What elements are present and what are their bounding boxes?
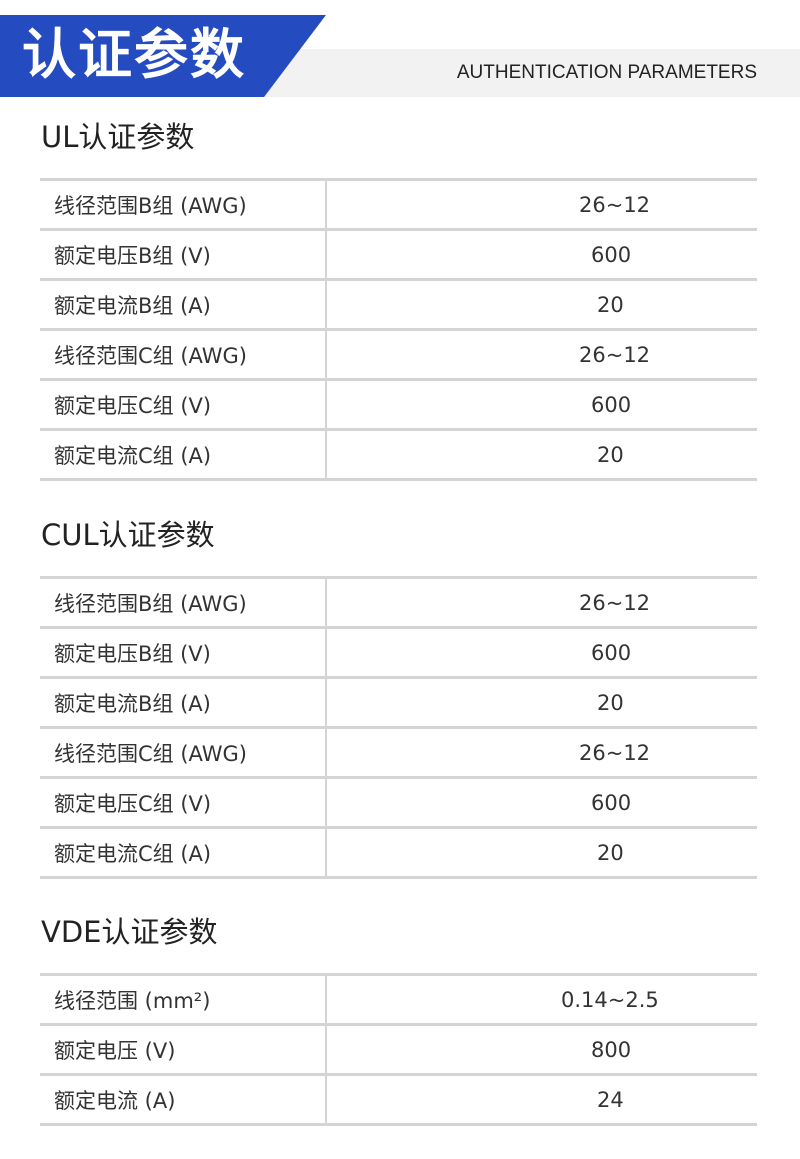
param-label: 额定电压 (V) xyxy=(40,1024,327,1076)
param-value: 0.14~2.5 xyxy=(326,974,757,1026)
table-row: 额定电流C组 (A) 20 xyxy=(40,827,757,879)
param-value: 26~12 xyxy=(326,329,757,381)
table-row: 线径范围B组 (AWG) 26~12 xyxy=(40,179,757,231)
param-label: 额定电压C组 (V) xyxy=(40,379,327,431)
param-label: 线径范围C组 (AWG) xyxy=(40,727,327,779)
param-value: 20 xyxy=(326,279,757,331)
table-row: 额定电流 (A) 24 xyxy=(40,1074,757,1126)
param-value: 26~12 xyxy=(326,179,757,231)
param-label: 额定电流 (A) xyxy=(40,1074,327,1126)
page-subtitle: AUTHENTICATION PARAMETERS xyxy=(456,62,757,83)
table-row: 额定电流C组 (A) 20 xyxy=(40,429,757,481)
param-label: 线径范围C组 (AWG) xyxy=(40,329,327,381)
table-row: 额定电压B组 (V) 600 xyxy=(40,627,757,679)
section-title: CUL认证参数 xyxy=(41,518,215,552)
param-table: 线径范围 (mm²) 0.14~2.5 额定电压 (V) 800 额定电流 (A) 24 xyxy=(40,973,757,1126)
table-row: 额定电压C组 (V) 600 xyxy=(40,379,757,431)
param-label: 额定电压C组 (V) xyxy=(40,777,327,829)
param-label: 额定电流B组 (A) xyxy=(40,279,327,331)
section-title: UL认证参数 xyxy=(41,120,195,154)
table-row: 额定电压B组 (V) 600 xyxy=(40,229,757,281)
param-label: 额定电流B组 (A) xyxy=(40,677,327,729)
param-label: 线径范围B组 (AWG) xyxy=(40,577,327,629)
table-row: 线径范围B组 (AWG) 26~12 xyxy=(40,577,757,629)
param-value: 20 xyxy=(326,429,757,481)
table-row: 线径范围C组 (AWG) 26~12 xyxy=(40,329,757,381)
param-value: 20 xyxy=(326,677,757,729)
table-row: 线径范围C组 (AWG) 26~12 xyxy=(40,727,757,779)
param-value: 600 xyxy=(326,379,757,431)
param-label: 额定电流C组 (A) xyxy=(40,429,327,481)
table-row: 额定电流B组 (A) 20 xyxy=(40,677,757,729)
table-row: 线径范围 (mm²) 0.14~2.5 xyxy=(40,974,757,1026)
param-label: 额定电压B组 (V) xyxy=(40,229,327,281)
param-value: 26~12 xyxy=(326,577,757,629)
table-row: 额定电压 (V) 800 xyxy=(40,1024,757,1076)
param-value: 600 xyxy=(326,229,757,281)
param-value: 600 xyxy=(326,627,757,679)
param-table: 线径范围B组 (AWG) 26~12 额定电压B组 (V) 600 额定电流B组 (A)… xyxy=(40,178,757,481)
param-value: 24 xyxy=(326,1074,757,1126)
param-value: 800 xyxy=(326,1024,757,1076)
header-banner xyxy=(0,15,326,97)
param-value: 20 xyxy=(326,827,757,879)
param-label: 线径范围 (mm²) xyxy=(40,974,327,1026)
table-row: 额定电压C组 (V) 600 xyxy=(40,777,757,829)
param-label: 额定电流C组 (A) xyxy=(40,827,327,879)
param-value: 600 xyxy=(326,777,757,829)
param-table: 线径范围B组 (AWG) 26~12 额定电压B组 (V) 600 额定电流B组 (A)… xyxy=(40,576,757,879)
param-label: 线径范围B组 (AWG) xyxy=(40,179,327,231)
param-value: 26~12 xyxy=(326,727,757,779)
param-label: 额定电压B组 (V) xyxy=(40,627,327,679)
section-title: VDE认证参数 xyxy=(41,915,218,949)
page-title: 认证参数 xyxy=(22,23,246,86)
table-row: 额定电流B组 (A) 20 xyxy=(40,279,757,331)
